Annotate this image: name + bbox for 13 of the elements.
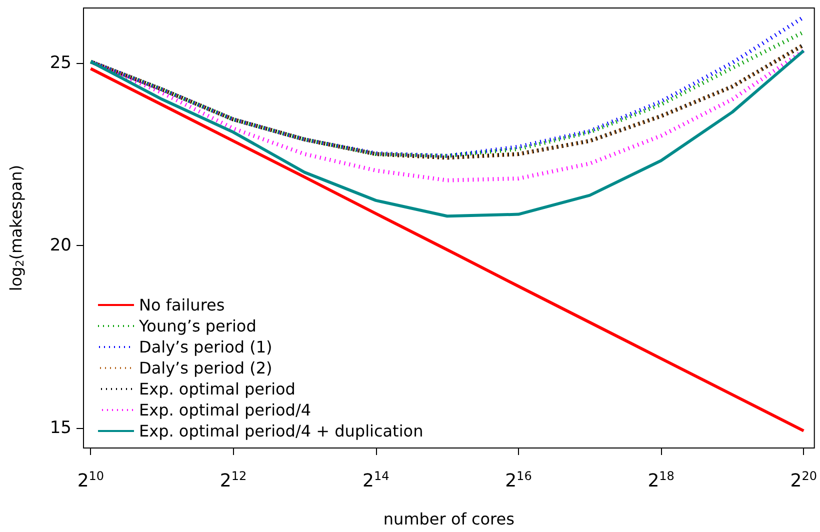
legend-label: Exp. optimal period/4 + duplication [139,422,424,440]
y-axis-title: log2(makespan) [6,164,26,292]
y-tick-label: 25 [50,52,72,73]
legend-label: Daly’s period (1) [139,338,272,356]
y-tick-label: 20 [50,235,72,256]
legend-label: Exp. optimal period/4 [139,400,312,420]
x-axis-title: number of cores [383,510,514,528]
legend-label: Young’s period [138,316,256,336]
y-tick-label: 15 [50,418,72,438]
legend-label: Exp. optimal period [139,380,296,398]
legend-label: Daly’s period (2) [139,358,272,378]
legend-label: No failures [139,296,225,314]
line-series [89,49,806,218]
